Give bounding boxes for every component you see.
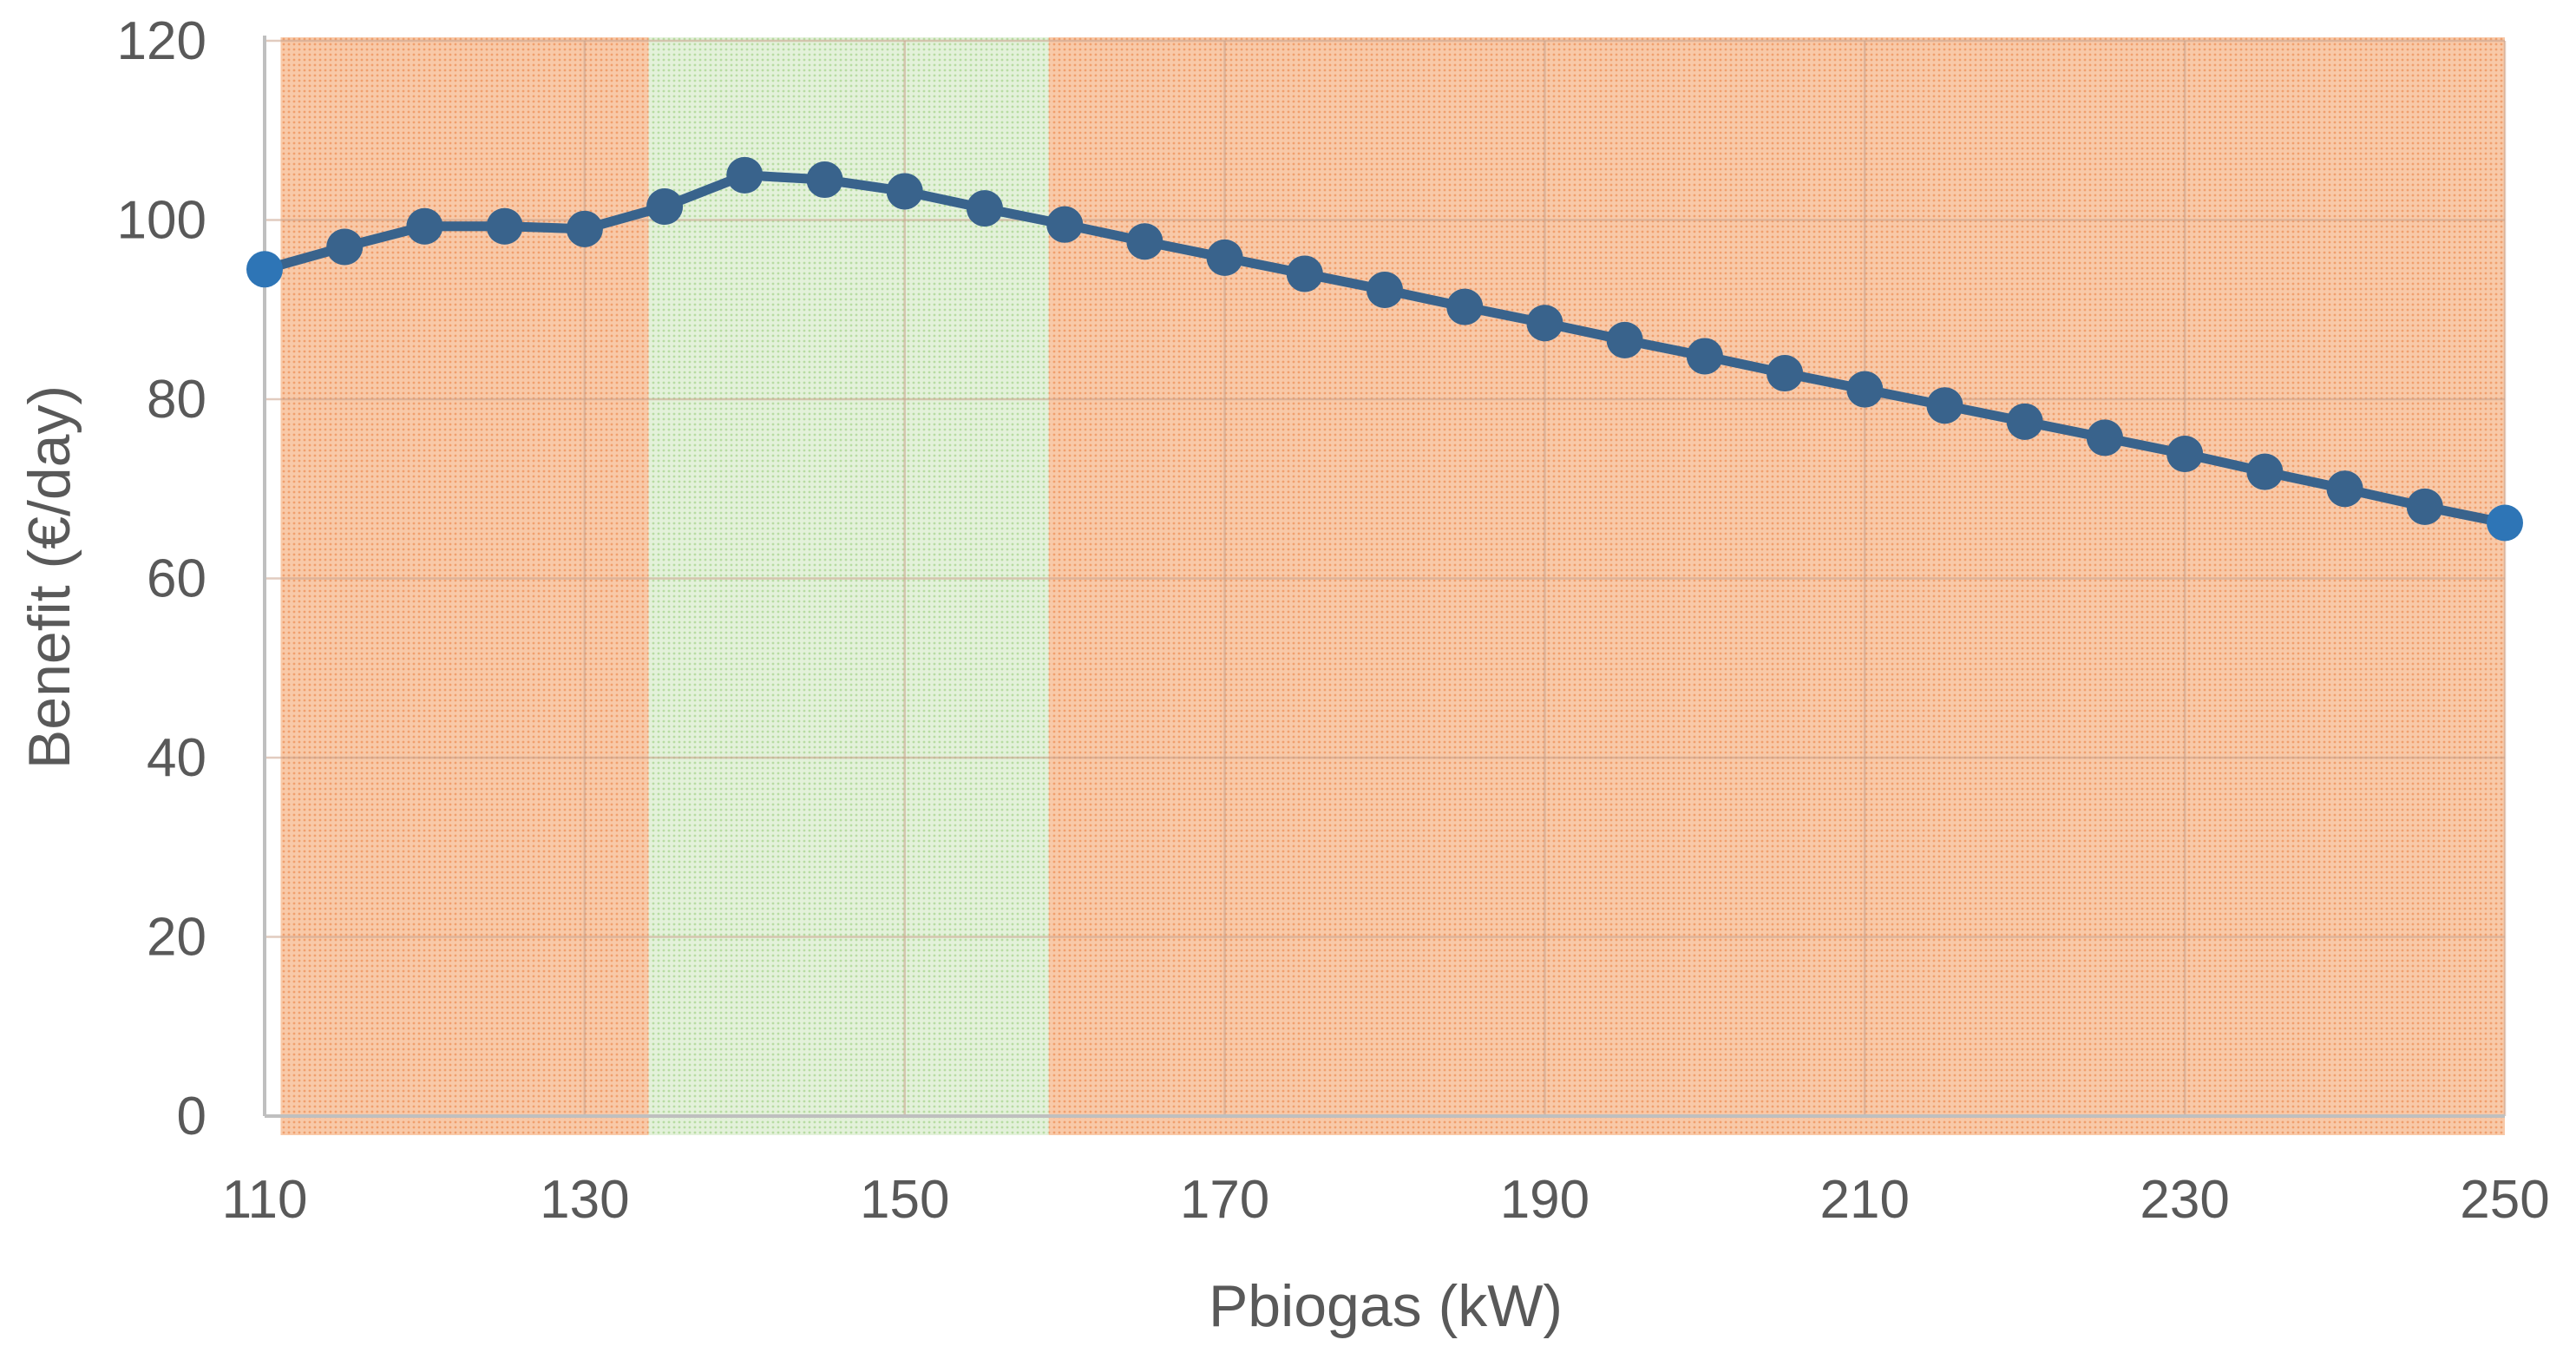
- data-point-shade: [566, 210, 603, 247]
- data-point-shade: [806, 161, 843, 199]
- data-point-shade: [1286, 255, 1323, 292]
- data-point-shade: [1046, 206, 1084, 243]
- data-point-shade: [1686, 338, 1723, 375]
- x-tick-label: 230: [2140, 1170, 2229, 1230]
- data-point-shade: [2006, 403, 2043, 440]
- data-point-shade: [1606, 321, 1643, 358]
- x-tick-label: 250: [2460, 1170, 2549, 1230]
- data-point-shade: [326, 228, 364, 266]
- data-point: [246, 251, 283, 288]
- y-axis-title: Benefit (€/day): [16, 385, 82, 769]
- data-point-shade: [1926, 387, 1963, 424]
- y-tick-label: 80: [147, 370, 206, 430]
- y-tick-label: 60: [147, 549, 206, 609]
- x-tick-label: 170: [1180, 1170, 1269, 1230]
- shaded-region-orange: [280, 37, 649, 1135]
- x-axis-title: Pbiogas (kW): [1209, 1273, 1563, 1339]
- data-point-shade: [1126, 223, 1163, 260]
- data-point-shade: [1446, 288, 1484, 325]
- data-point-shade: [1846, 371, 1884, 408]
- data-point-shade: [406, 207, 443, 245]
- x-tick-label: 210: [1820, 1170, 1910, 1230]
- x-tick-label: 110: [222, 1170, 308, 1230]
- data-point-shade: [2246, 453, 2284, 490]
- shaded-region-orange: [1048, 37, 2505, 1135]
- series-layer: [246, 156, 2523, 542]
- data-point-shade: [2326, 470, 2363, 508]
- shaded-regions: [280, 37, 2505, 1135]
- data-point-shade: [2406, 488, 2443, 525]
- data-point-shade: [1367, 272, 1403, 309]
- data-point-shade: [1766, 355, 1804, 392]
- data-point-shade: [1206, 239, 1243, 276]
- data-point-shade: [886, 173, 923, 210]
- tick-labels: 0 20 40 60 80 100 120 110 130 150 170 190 210 230 250: [117, 11, 2550, 1230]
- y-tick-label: 0: [177, 1087, 206, 1146]
- data-point-shade: [1526, 305, 1563, 342]
- y-tick-label: 120: [117, 11, 206, 71]
- data-point-shade: [646, 188, 684, 226]
- data-point-shade: [2166, 435, 2204, 472]
- data-point-shade: [726, 156, 764, 194]
- x-tick-label: 150: [860, 1170, 949, 1230]
- data-point-shade: [486, 207, 523, 245]
- data-point: [2487, 504, 2523, 542]
- y-tick-label: 40: [147, 728, 206, 788]
- gridlines: [265, 39, 2507, 1116]
- y-tick-label: 100: [117, 191, 206, 251]
- axes: [263, 36, 2505, 1118]
- y-tick-label: 20: [147, 908, 206, 968]
- data-point-shade: [966, 190, 1003, 227]
- x-tick-label: 130: [540, 1170, 629, 1230]
- data-point-shade: [2086, 419, 2123, 456]
- x-tick-label: 190: [1500, 1170, 1590, 1230]
